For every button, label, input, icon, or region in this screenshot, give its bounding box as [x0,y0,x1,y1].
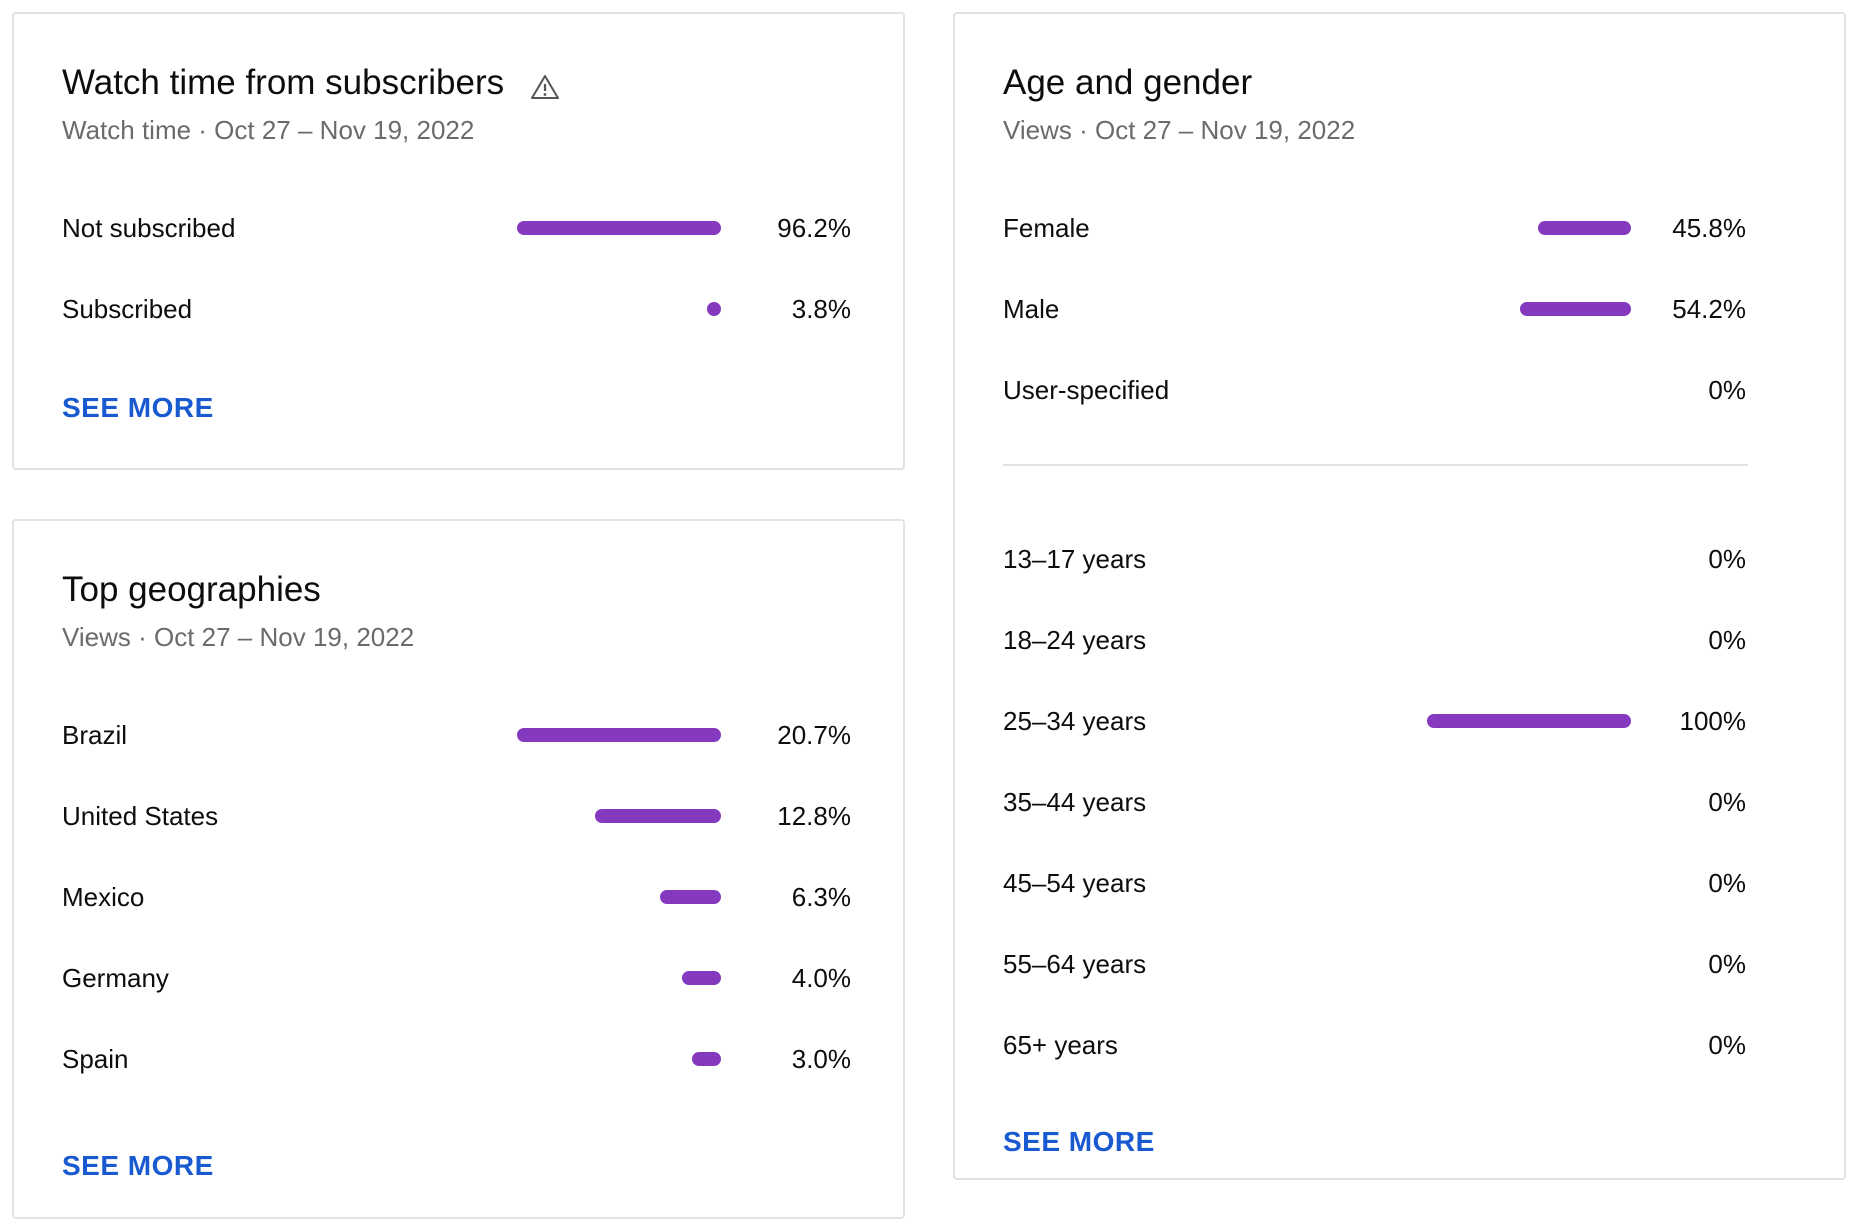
row-label: Spain [62,1044,129,1074]
bar-track [1003,552,1631,566]
list-item: Spain 3.0% [62,1039,903,1079]
see-more-link[interactable]: SEE MORE [62,392,214,423]
list-item: Mexico 6.3% [62,877,903,917]
row-label: 35–44 years [1003,787,1147,817]
geographies-title-wrap: Top geographies [62,569,321,611]
row-value: 12.8% [777,801,851,831]
row-label: 65+ years [1003,1030,1118,1060]
list-item: 45–54 years 0% [1003,863,1844,903]
row-value: 0% [1708,544,1746,574]
row-value: 6.3% [791,882,851,912]
row-label: Subscribed [62,294,193,324]
bar [682,971,721,985]
row-value: 0% [1708,1030,1746,1060]
bar [517,221,721,235]
bar-track [1003,714,1631,728]
row-label: United States [62,801,219,831]
geographies-card: Top geographies Views · Oct 27 – Nov 19,… [12,519,905,1219]
list-item: 25–34 years 100% [1003,701,1844,741]
row-label: User-specified [1003,375,1170,405]
age-gender-card: Age and gender Views · Oct 27 – Nov 19, … [953,12,1846,1180]
geographies-subtitle: Views · Oct 27 – Nov 19, 2022 [62,622,415,652]
row-value: 0% [1708,868,1746,898]
row-value: 3.8% [791,294,851,324]
row-label: 55–64 years [1003,949,1147,979]
bar-track [1003,1038,1631,1052]
bar [1520,302,1631,316]
bar [517,728,721,742]
row-value: 0% [1708,375,1746,405]
bar [707,302,721,316]
row-value: 96.2% [777,213,851,243]
bar-track [62,1052,721,1066]
row-label: Germany [62,963,169,993]
list-item: 13–17 years 0% [1003,539,1844,579]
see-more-link[interactable]: SEE MORE [1003,1126,1155,1157]
subscribers-subtitle: Watch time · Oct 27 – Nov 19, 2022 [62,115,475,145]
row-value: 54.2% [1672,294,1746,324]
bar-track [62,221,721,235]
bar [660,890,721,904]
row-value: 100% [1679,706,1747,736]
row-value: 20.7% [777,720,851,750]
bar-track [1003,302,1631,316]
row-label: 13–17 years [1003,544,1147,574]
bar [595,809,721,823]
list-item: 55–64 years 0% [1003,944,1844,984]
bar-track [1003,221,1631,235]
section-divider [1003,464,1748,466]
subscribers-title: Watch time from subscribers [62,63,505,102]
age-gender-title: Age and gender [1003,63,1253,102]
age-gender-subtitle: Views · Oct 27 – Nov 19, 2022 [1003,115,1356,145]
row-label: Brazil [62,720,128,750]
subscribers-card: Watch time from subscribers Watch time ·… [12,12,905,470]
row-label: 25–34 years [1003,706,1147,736]
bar-track [62,728,721,742]
list-item: 35–44 years 0% [1003,782,1844,822]
bar [1427,714,1631,728]
row-value: 3.0% [791,1044,851,1074]
row-value: 45.8% [1672,213,1746,243]
list-item: Not subscribed 96.2% [62,208,903,248]
row-value: 4.0% [791,963,851,993]
list-item: Brazil 20.7% [62,715,903,755]
bar-track [62,809,721,823]
row-label: Not subscribed [62,213,236,243]
subscribers-title-wrap: Watch time from subscribers [62,62,560,104]
list-item: User-specified 0% [1003,370,1844,410]
row-label: Female [1003,213,1090,243]
row-value: 0% [1708,949,1746,979]
bar [692,1052,721,1066]
row-label: 18–24 years [1003,625,1147,655]
bar-track [1003,633,1631,647]
bar [1538,221,1631,235]
list-item: Germany 4.0% [62,958,903,998]
bar-track [1003,383,1631,397]
see-more-link[interactable]: SEE MORE [62,1150,214,1181]
row-value: 0% [1708,625,1746,655]
bar-track [1003,795,1631,809]
list-item: United States 12.8% [62,796,903,836]
bar-track [62,971,721,985]
age-gender-title-wrap: Age and gender [1003,62,1252,104]
list-item: Subscribed 3.8% [62,289,903,329]
list-item: Female 45.8% [1003,208,1844,248]
bar-track [62,302,721,316]
row-value: 0% [1708,787,1746,817]
bar-track [1003,957,1631,971]
row-label: Mexico [62,882,145,912]
list-item: 18–24 years 0% [1003,620,1844,660]
warning-icon[interactable] [530,69,560,99]
row-label: Male [1003,294,1060,324]
bar-track [1003,876,1631,890]
list-item: 65+ years 0% [1003,1025,1844,1065]
list-item: Male 54.2% [1003,289,1844,329]
geographies-title: Top geographies [62,570,321,609]
bar-track [62,890,721,904]
row-label: 45–54 years [1003,868,1147,898]
